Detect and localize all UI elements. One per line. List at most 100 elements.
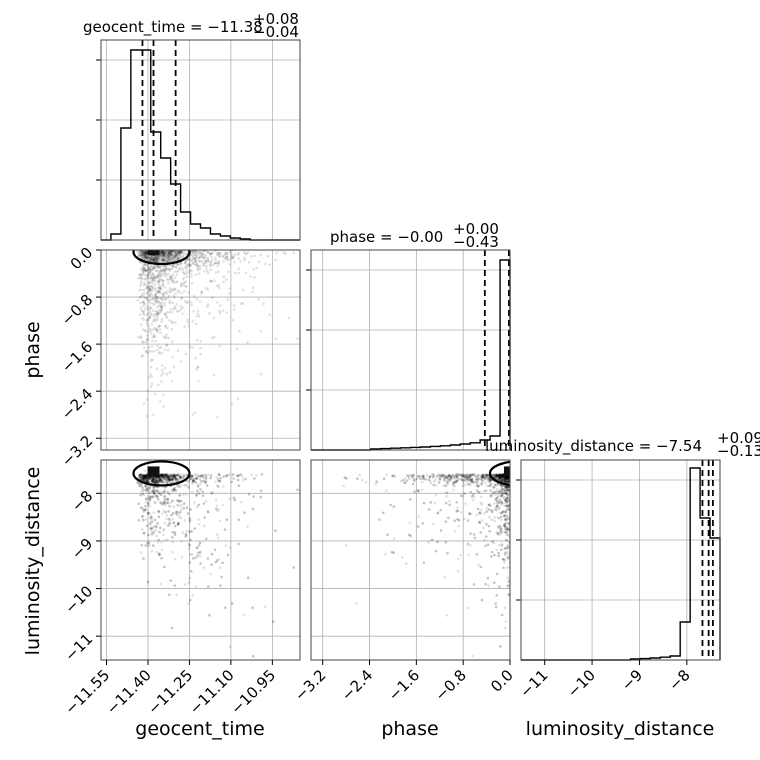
scatter-point — [492, 492, 495, 495]
scatter-point — [185, 252, 188, 255]
scatter-point — [453, 477, 456, 481]
scatter-point — [152, 531, 156, 534]
scatter-point — [165, 474, 168, 477]
scatter-point — [143, 485, 147, 488]
scatter-point — [155, 494, 158, 498]
scatter-point — [206, 557, 210, 560]
scatter-point — [138, 484, 141, 488]
scatter-point — [163, 250, 167, 253]
scatter-point — [505, 477, 509, 481]
scatter-point — [148, 287, 152, 290]
scatter-point — [226, 256, 229, 259]
scatter-point — [173, 305, 177, 309]
scatter-point — [417, 515, 421, 518]
scatter-point — [203, 516, 206, 519]
scatter-point — [232, 304, 236, 307]
scatter-point — [178, 476, 182, 479]
scatter-point — [484, 481, 487, 484]
scatter-point — [172, 505, 176, 508]
scatter-point — [411, 474, 415, 477]
scatter-point — [178, 250, 182, 253]
scatter-point — [147, 496, 151, 500]
scatter-point — [500, 613, 504, 617]
scatter-point — [497, 551, 500, 555]
scatter-point — [176, 473, 179, 477]
scatter-point — [491, 510, 494, 514]
scatter-point — [171, 536, 174, 539]
scatter-point — [154, 255, 157, 259]
scatter-point — [263, 605, 267, 609]
scatter-point — [146, 478, 149, 482]
scatter-point — [498, 475, 502, 479]
scatter-point — [215, 476, 219, 479]
scatter-point — [173, 250, 177, 254]
scatter-point — [158, 475, 161, 479]
scatter-point — [182, 506, 185, 510]
scatter-point — [504, 620, 508, 623]
scatter-point — [233, 308, 236, 311]
scatter-point — [152, 256, 156, 260]
scatter-point — [141, 477, 145, 481]
scatter-point — [191, 319, 195, 323]
scatter-point — [148, 276, 152, 280]
scatter-point — [182, 506, 185, 510]
scatter-point — [507, 584, 510, 587]
scatter-point — [139, 267, 143, 270]
scatter-point — [189, 538, 192, 542]
scatter-point — [150, 284, 153, 288]
scatter-point — [507, 584, 510, 587]
scatter-point — [461, 474, 464, 478]
scatter-point — [160, 475, 164, 478]
scatter-point — [239, 473, 243, 476]
scatter-point — [173, 251, 177, 255]
scatter-point — [504, 517, 507, 521]
scatter-point — [170, 489, 174, 493]
scatter-point — [149, 365, 153, 369]
scatter-point — [145, 477, 148, 481]
scatter-point — [182, 281, 186, 285]
scatter-point — [168, 252, 171, 255]
scatter-point — [159, 526, 162, 530]
scatter-point — [147, 289, 150, 293]
scatter-point — [484, 473, 488, 477]
scatter-point — [165, 474, 168, 478]
scatter-point — [154, 301, 157, 305]
scatter-point — [153, 293, 157, 297]
scatter-point — [163, 252, 166, 256]
scatter-point — [138, 476, 142, 480]
scatter-point — [152, 350, 156, 353]
scatter-point — [145, 480, 149, 483]
scatter-point — [145, 298, 149, 302]
scatter-point — [191, 346, 194, 349]
scatter-point — [356, 477, 359, 480]
scatter-point — [174, 307, 177, 310]
scatter-point — [153, 492, 156, 495]
scatter-point — [503, 479, 506, 482]
scatter-point — [151, 335, 155, 339]
scatter-point — [158, 477, 161, 480]
scatter-point — [163, 539, 167, 542]
scatter-point — [173, 254, 177, 257]
scatter-point — [202, 479, 206, 483]
scatter-point — [485, 474, 489, 477]
scatter-point — [147, 503, 150, 506]
scatter-point — [150, 480, 154, 483]
scatter-point — [175, 254, 178, 257]
scatter-point — [144, 349, 148, 353]
scatter-point — [156, 477, 160, 481]
scatter-point — [195, 314, 199, 318]
scatter-point — [166, 475, 169, 478]
scatter-point — [486, 543, 490, 546]
scatter-point — [136, 481, 139, 484]
scatter-point — [144, 500, 148, 504]
scatter-point — [494, 499, 497, 502]
scatter-point — [494, 497, 498, 501]
scatter-point — [142, 476, 145, 480]
scatter-point — [150, 332, 153, 335]
scatter-point — [142, 263, 146, 267]
scatter-point — [142, 532, 146, 535]
scatter-point — [165, 292, 169, 295]
scatter-point — [161, 298, 164, 302]
scatter-point — [218, 310, 221, 313]
scatter-point — [198, 264, 202, 268]
